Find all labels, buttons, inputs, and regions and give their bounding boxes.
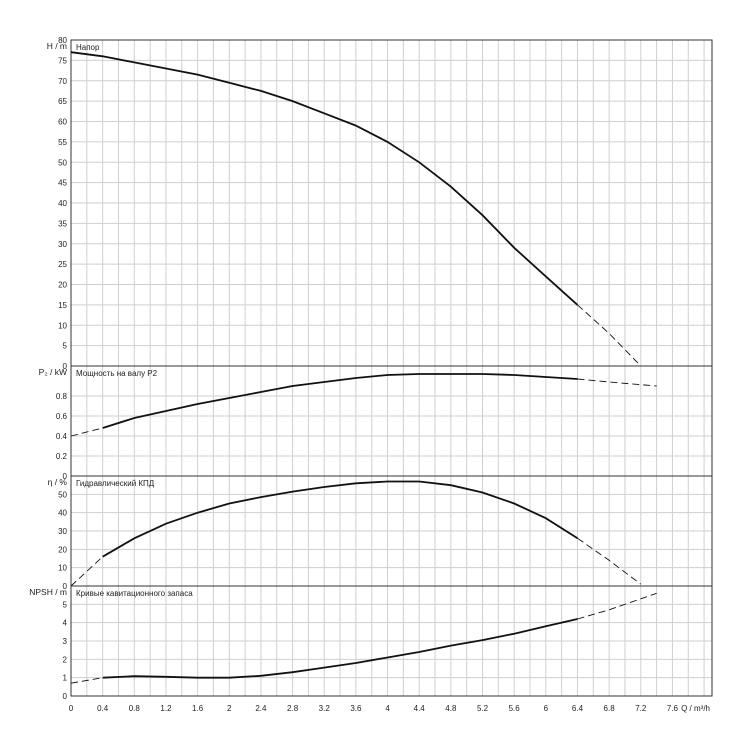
x-tick-label: 4 <box>385 704 390 713</box>
y-tick-label-npsh: 2 <box>63 655 68 664</box>
x-tick-label: 3.2 <box>319 704 331 713</box>
panel-title-npsh: Кривые кавитационного запаса <box>76 589 193 598</box>
y-tick-label-head: 80 <box>58 36 67 45</box>
y-axis-label-power: P₂ / kW <box>39 367 67 377</box>
y-axis-label-efficiency: η / % <box>48 477 68 487</box>
y-tick-label-efficiency: 40 <box>58 509 67 518</box>
y-tick-label-head: 0 <box>63 362 68 371</box>
x-tick-label: 0.8 <box>129 704 141 713</box>
x-axis-label: Q / m³/h <box>681 704 710 713</box>
y-tick-label-head: 15 <box>58 301 67 310</box>
x-tick-label: 6 <box>544 704 549 713</box>
y-tick-label-head: 50 <box>58 158 67 167</box>
curve-solid-power <box>102 373 578 429</box>
y-axis-label-head: H / m <box>47 41 67 51</box>
y-tick-label-efficiency: 20 <box>58 545 67 554</box>
y-tick-label-head: 35 <box>58 219 67 228</box>
x-tick-label: 3.6 <box>350 704 362 713</box>
x-tick-label: 0 <box>69 704 74 713</box>
y-tick-label-head: 20 <box>58 281 67 290</box>
x-tick-label: 6.8 <box>604 704 616 713</box>
y-tick-label-efficiency: 50 <box>58 490 67 499</box>
y-tick-label-head: 75 <box>58 56 67 65</box>
y-tick-label-efficiency: 30 <box>58 527 67 536</box>
y-tick-label-head: 10 <box>58 321 67 330</box>
curve-dashed-efficiency <box>70 556 104 587</box>
y-tick-label-npsh: 1 <box>63 674 68 683</box>
panel-title-power: Мощность на валу P2 <box>76 369 158 378</box>
x-tick-label: 0.4 <box>97 704 109 713</box>
curve-solid-efficiency <box>102 480 578 558</box>
curve-dashed-npsh <box>70 677 103 684</box>
x-tick-label: 5.2 <box>477 704 489 713</box>
y-axis-label-npsh: NPSH / m <box>29 587 67 597</box>
y-tick-label-head: 5 <box>63 342 68 351</box>
x-tick-label: 1.6 <box>192 704 204 713</box>
y-tick-label-power: 0.4 <box>56 432 68 441</box>
x-tick-label: 7.2 <box>635 704 647 713</box>
panel-title-head: Напор <box>76 43 100 52</box>
x-tick-label: 4.4 <box>414 704 426 713</box>
curve-dashed-head <box>577 304 642 367</box>
curve-dashed-power <box>70 427 103 437</box>
x-tick-label: 7.6 <box>667 704 679 713</box>
x-tick-label: 5.6 <box>509 704 521 713</box>
y-tick-label-head: 30 <box>58 240 67 249</box>
x-tick-label: 2.8 <box>287 704 299 713</box>
x-tick-label: 1.2 <box>160 704 172 713</box>
panel-frame-npsh <box>70 585 713 697</box>
y-tick-label-npsh: 4 <box>63 619 68 628</box>
curve-dashed-end-power <box>577 378 657 387</box>
y-tick-label-head: 65 <box>58 97 67 106</box>
y-tick-label-head: 60 <box>58 118 67 127</box>
y-tick-label-head: 45 <box>58 179 67 188</box>
curve-dashed-end-npsh <box>577 592 657 620</box>
y-tick-label-head: 25 <box>58 260 67 269</box>
y-tick-label-npsh: 5 <box>63 600 68 609</box>
curve-dashed-end-efficiency <box>577 537 642 585</box>
curve-solid-npsh <box>102 618 578 679</box>
y-tick-label-power: 0 <box>63 472 68 481</box>
y-tick-label-head: 55 <box>58 138 67 147</box>
y-tick-label-power: 0.6 <box>56 412 68 421</box>
x-tick-label: 2.4 <box>255 704 267 713</box>
y-tick-label-npsh: 3 <box>63 637 68 646</box>
y-tick-label-npsh: 0 <box>63 692 68 701</box>
y-tick-label-efficiency: 10 <box>58 564 67 573</box>
y-tick-label-head: 40 <box>58 199 67 208</box>
y-tick-label-efficiency: 0 <box>63 582 68 591</box>
y-tick-label-power: 0.2 <box>56 452 68 461</box>
curve-solid-head <box>70 51 579 306</box>
x-tick-label: 4.8 <box>445 704 457 713</box>
panel-title-efficiency: Гидравлический КПД <box>76 479 155 488</box>
y-tick-label-power: 0.8 <box>56 392 68 401</box>
y-tick-label-head: 70 <box>58 77 67 86</box>
x-tick-label: 6.4 <box>572 704 584 713</box>
x-tick-label: 2 <box>227 704 232 713</box>
